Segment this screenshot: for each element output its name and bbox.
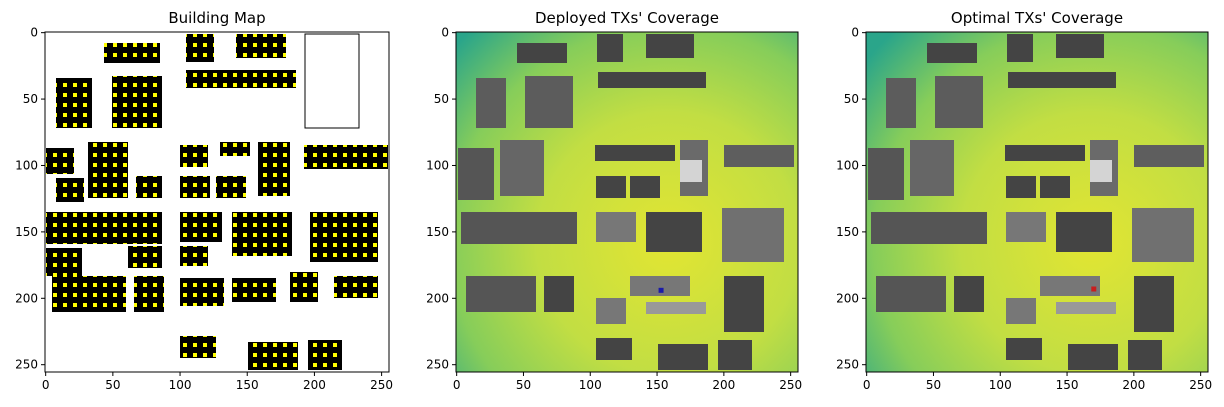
coverage-buildings bbox=[458, 34, 794, 370]
panel-title: Optimal TXs' Coverage bbox=[951, 9, 1123, 27]
y-axis: 0 50 100 150 200 250 bbox=[836, 26, 866, 372]
x-tick-label: 150 bbox=[236, 378, 259, 392]
y-tick-label: 100 bbox=[426, 158, 449, 172]
building-map-buildings bbox=[46, 34, 388, 370]
y-tick-label: 0 bbox=[851, 26, 859, 40]
y-tick-label: 150 bbox=[15, 225, 38, 239]
x-axis: 0 50 100 150 200 250 bbox=[42, 372, 393, 392]
y-tick-label: 200 bbox=[426, 291, 449, 305]
panel-optimal-coverage: Optimal TXs' Coverage bbox=[836, 9, 1212, 392]
x-tick-label: 100 bbox=[169, 378, 192, 392]
x-tick-label: 150 bbox=[1056, 378, 1079, 392]
axes-frame bbox=[44, 31, 390, 373]
y-tick-label: 50 bbox=[434, 92, 449, 106]
x-ticks: 0 50 100 150 200 250 bbox=[453, 372, 802, 392]
x-tick-label: 250 bbox=[1189, 378, 1212, 392]
panel-deployed-coverage: Deployed TXs' Coverage bbox=[426, 9, 802, 392]
y-ticks: 0 50 100 150 200 250 bbox=[836, 26, 866, 372]
x-axis: 0 50 100 150 200 250 bbox=[863, 372, 1212, 392]
x-tick-label: 50 bbox=[105, 378, 120, 392]
y-tick-label: 150 bbox=[426, 225, 449, 239]
y-tick-label: 100 bbox=[836, 158, 859, 172]
x-tick-label: 200 bbox=[303, 378, 326, 392]
y-axis: 0 50 100 150 200 250 bbox=[15, 26, 45, 372]
x-tick-label: 0 bbox=[863, 378, 871, 392]
y-tick-label: 0 bbox=[30, 26, 38, 40]
x-tick-label: 100 bbox=[989, 378, 1012, 392]
tx-marker bbox=[658, 287, 664, 293]
y-tick-label: 100 bbox=[15, 158, 38, 172]
y-tick-label: 200 bbox=[15, 291, 38, 305]
y-ticks: 0 50 100 150 200 250 bbox=[15, 26, 45, 372]
x-tick-label: 200 bbox=[1122, 378, 1145, 392]
panel-title: Building Map bbox=[168, 9, 265, 27]
x-tick-label: 50 bbox=[516, 378, 531, 392]
x-tick-label: 50 bbox=[926, 378, 941, 392]
axes-frame bbox=[455, 31, 799, 373]
y-tick-label: 250 bbox=[836, 358, 859, 372]
plot-area bbox=[455, 31, 799, 373]
x-tick-label: 0 bbox=[453, 378, 461, 392]
y-tick-label: 250 bbox=[15, 358, 38, 372]
y-tick-label: 0 bbox=[441, 26, 449, 40]
coverage-buildings bbox=[868, 34, 1204, 370]
plot-area bbox=[865, 31, 1209, 373]
panel-title: Deployed TXs' Coverage bbox=[535, 9, 719, 27]
highlight-building bbox=[680, 160, 702, 182]
x-tick-label: 100 bbox=[579, 378, 602, 392]
highlight-building bbox=[1090, 160, 1112, 182]
x-axis: 0 50 100 150 200 250 bbox=[453, 372, 802, 392]
map-outline bbox=[304, 33, 360, 129]
x-ticks: 0 50 100 150 200 250 bbox=[863, 372, 1212, 392]
x-tick-label: 200 bbox=[712, 378, 735, 392]
axes-frame bbox=[865, 31, 1209, 373]
y-axis: 0 50 100 150 200 250 bbox=[426, 26, 456, 372]
x-tick-label: 250 bbox=[370, 378, 393, 392]
x-ticks: 0 50 100 150 200 250 bbox=[42, 372, 393, 392]
tx-marker bbox=[1091, 286, 1097, 292]
x-tick-label: 250 bbox=[779, 378, 802, 392]
x-tick-label: 0 bbox=[42, 378, 50, 392]
y-tick-label: 250 bbox=[426, 358, 449, 372]
y-tick-label: 50 bbox=[844, 92, 859, 106]
plot-area bbox=[44, 31, 390, 373]
map-background bbox=[45, 32, 389, 372]
y-tick-label: 50 bbox=[23, 92, 38, 106]
y-tick-label: 150 bbox=[836, 225, 859, 239]
x-tick-label: 150 bbox=[646, 378, 669, 392]
y-ticks: 0 50 100 150 200 250 bbox=[426, 26, 456, 372]
y-tick-label: 200 bbox=[836, 291, 859, 305]
panel-building-map: Building Map bbox=[15, 9, 393, 392]
